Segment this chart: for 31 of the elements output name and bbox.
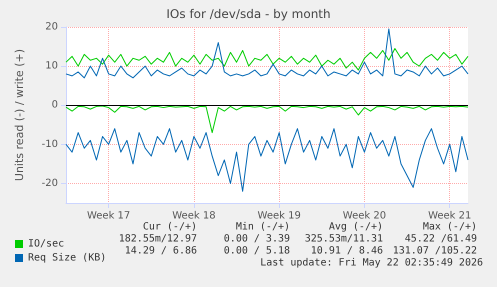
y-axis-title: Units read (-) / write (+)	[13, 49, 26, 182]
line-series	[66, 48, 468, 71]
y-tick-label: 0	[52, 100, 58, 111]
text: 45.22 /61.49	[404, 234, 478, 244]
text: 182.55m/12.97	[118, 234, 198, 244]
text: Avg (-/+)	[328, 222, 384, 232]
line-series	[66, 106, 468, 134]
text: 131.07 /105.22	[392, 246, 478, 256]
line-series	[66, 28, 468, 78]
chart-title: IOs for /dev/sda - by month	[166, 7, 331, 21]
text: 325.53m/11.31	[304, 234, 384, 244]
text: 10.91 / 8.46	[310, 246, 384, 256]
y-tick-label: -10	[42, 138, 58, 150]
legend-label: IO/sec	[28, 238, 64, 250]
text: 14.29 / 6.86	[124, 246, 198, 256]
x-tick-label: Week 21	[428, 210, 472, 222]
text: Max (-/+)	[422, 222, 478, 232]
y-tick-label: 20	[45, 22, 58, 32]
x-tick-label: Week 20	[342, 210, 386, 222]
x-tick-label: Week 19	[258, 210, 301, 222]
x-tick-label: Week 18	[172, 210, 216, 222]
text: Min (-/+)	[236, 222, 290, 232]
y-tick-label: -20	[42, 178, 58, 189]
text: 0.00 / 5.18	[224, 246, 290, 256]
text: 0.00 / 3.39	[224, 234, 290, 244]
text: Last update: Fri May 22 02:35:49 2026	[260, 258, 484, 268]
line-series	[66, 128, 468, 192]
y-tick-label: 10	[45, 60, 58, 72]
legend-label: Req Size (KB)	[28, 252, 106, 264]
text: Cur (-/+)	[142, 222, 198, 232]
x-tick-label: Week 17	[86, 210, 130, 222]
